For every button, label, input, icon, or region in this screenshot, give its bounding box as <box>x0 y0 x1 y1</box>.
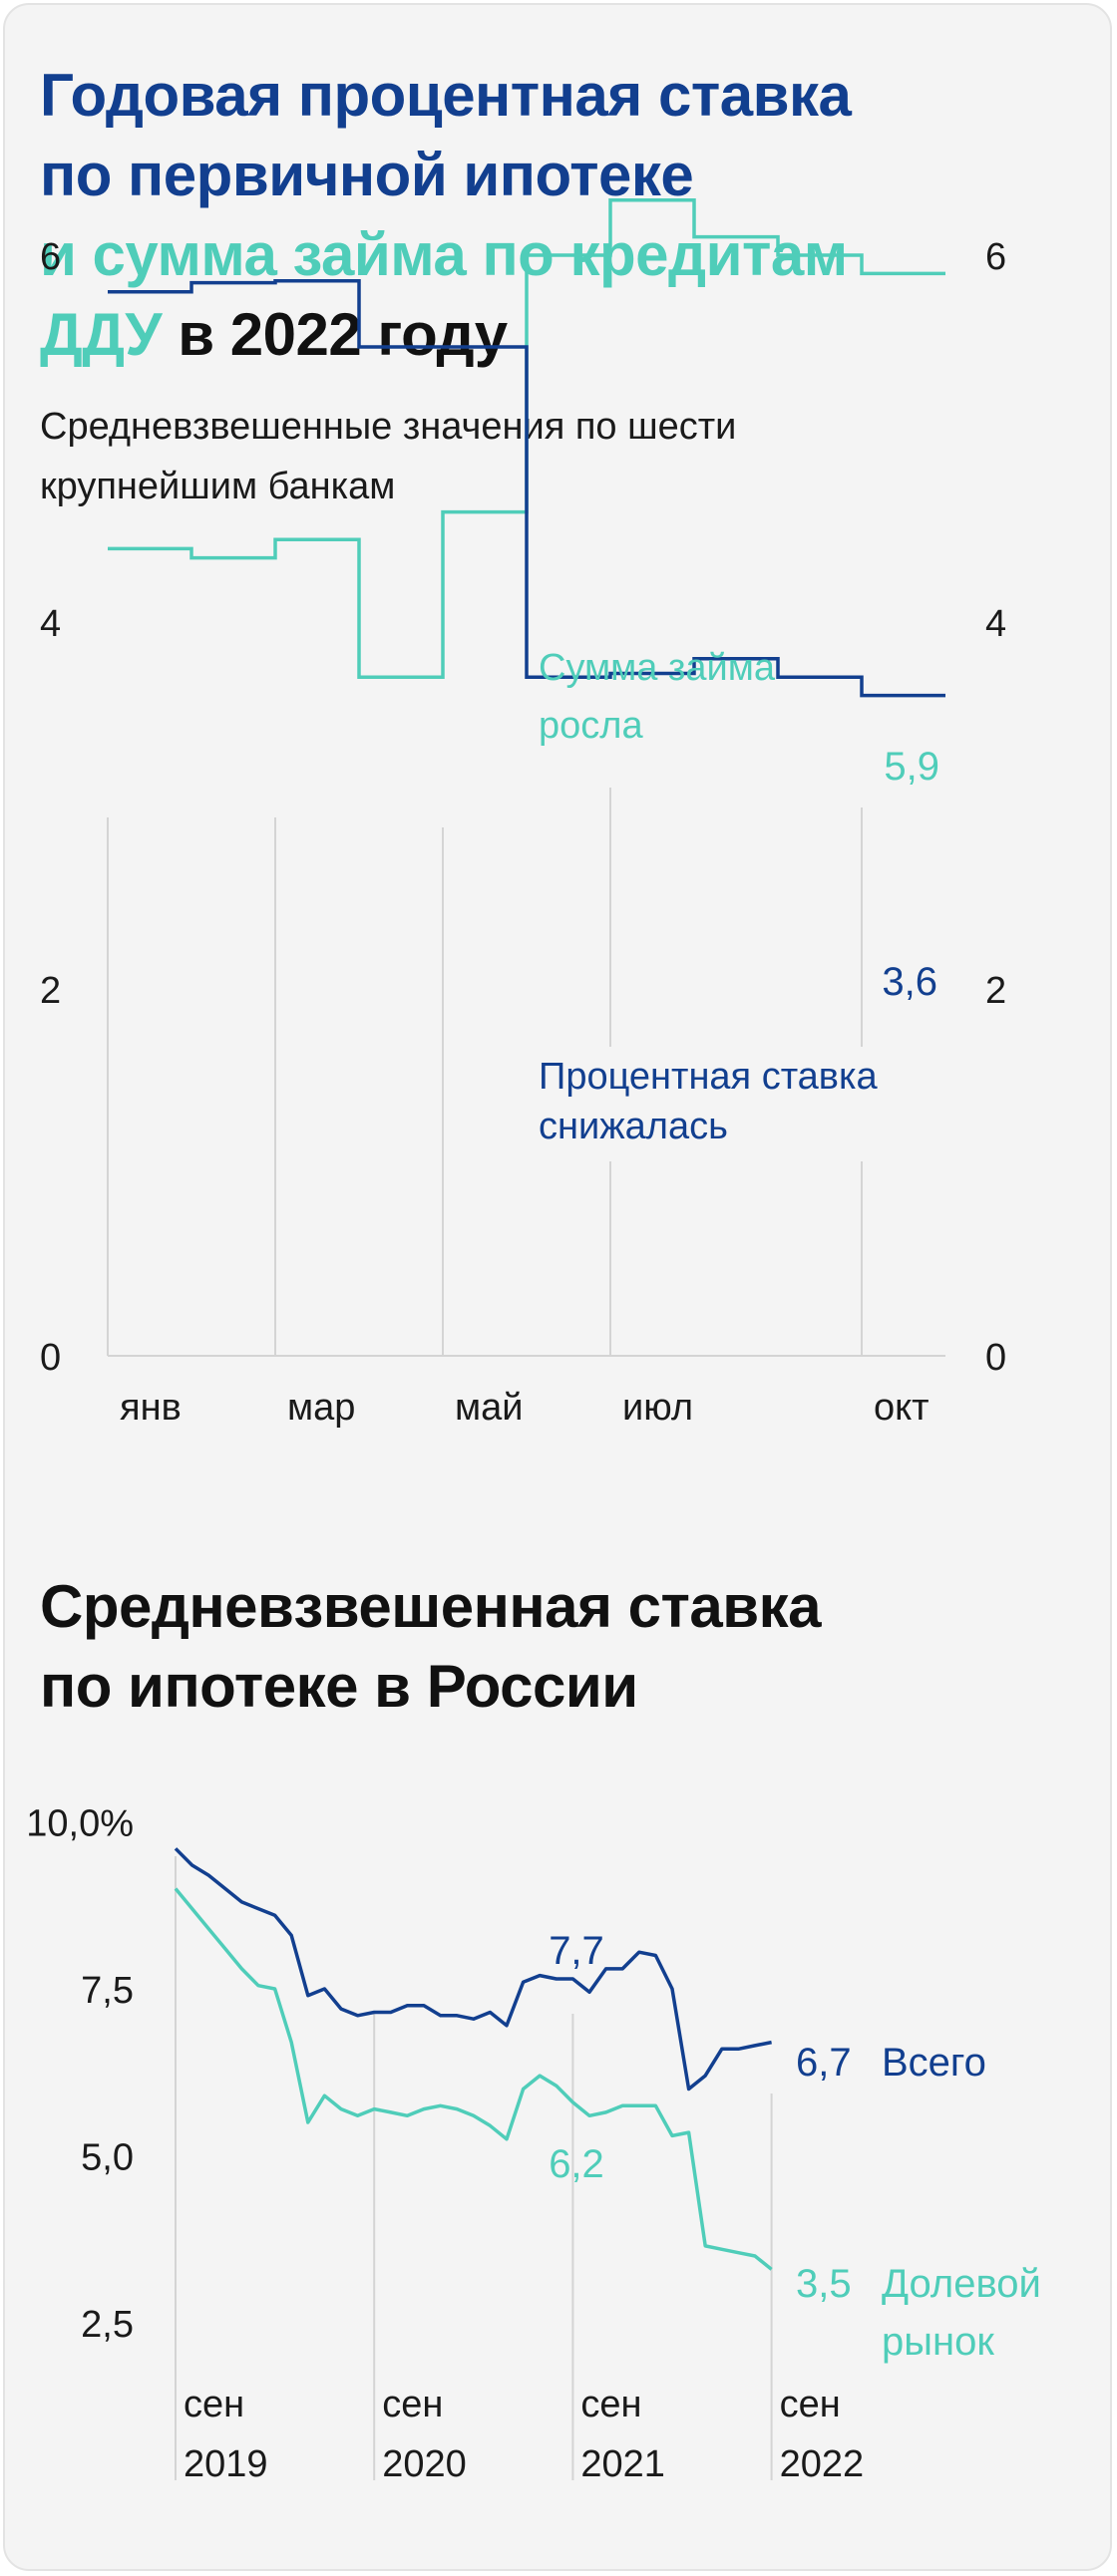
interest-rate-end-label: 3,6 <box>882 960 937 1004</box>
chart1-y-right-tick: 4 <box>985 603 1006 645</box>
chart2-x-tick-year: 2019 <box>184 2443 268 2485</box>
chart2-x-tick-year: 2021 <box>580 2443 665 2485</box>
title-line-1: Годовая процентная ставка <box>40 62 852 129</box>
chart2-title: Средневзвешенная ставка по ипотеке в Рос… <box>40 1567 1097 1727</box>
chart1-y-left-tick: 4 <box>40 603 61 645</box>
chart1-x-tick: мар <box>287 1387 355 1429</box>
chart1-x-tick: окт <box>874 1387 930 1429</box>
total-end-value: 6,7 <box>796 2041 852 2085</box>
chart1-x-tick: май <box>455 1387 524 1429</box>
loan-amount-end-label: 5,9 <box>884 745 939 789</box>
interest-rate-annotation: Процентная ставка <box>539 1056 878 1098</box>
title-line-4-rest: в 2022 году <box>162 301 508 368</box>
chart1-y-left-tick: 0 <box>40 1337 61 1379</box>
title-line-4-teal: ДДУ <box>40 301 163 368</box>
chart2-x-tick-year: 2020 <box>382 2443 467 2485</box>
shared-rate-peak-label: 6,2 <box>549 2142 604 2186</box>
subtitle-line-1: Средневзвешенные значения по шести <box>40 406 737 448</box>
chart1-subtitle: Средневзвешенные значения по шести крупн… <box>40 397 1037 516</box>
chart1-x-tick: июл <box>622 1387 693 1429</box>
chart2-y-tick: 5,0 <box>81 2137 134 2179</box>
shared-series-name: рынок <box>882 2320 994 2364</box>
chart1-y-right-tick: 0 <box>985 1337 1006 1379</box>
chart1-x-tick: янв <box>120 1387 182 1429</box>
total-rate-series-line <box>174 1847 772 2092</box>
loan-amount-annotation: росла <box>539 705 643 747</box>
chart2-x-tick-year: 2022 <box>780 2443 865 2485</box>
shared-construction-series-line <box>174 1887 773 2271</box>
chart1-y-right-tick: 2 <box>985 970 1006 1012</box>
chart2-x-tick-month: сен <box>382 2384 443 2425</box>
shared-series-name: Долевой <box>882 2262 1041 2306</box>
total-rate-peak-label: 7,7 <box>549 1929 604 1973</box>
chart2-x-tick-month: сен <box>580 2384 641 2425</box>
subtitle-line-2: крупнейшим банкам <box>40 466 396 507</box>
title-line-2: по первичной ипотеке <box>40 142 694 208</box>
chart2-x-tick-month: сен <box>780 2384 841 2425</box>
total-series-name: Всего <box>882 2041 986 2085</box>
chart2-y-tick: 2,5 <box>81 2304 134 2346</box>
chart1-y-left-tick: 2 <box>40 970 61 1012</box>
chart1-title: Годовая процентная ставка по первичной и… <box>40 56 1097 375</box>
chart1-y-right-tick: 6 <box>985 236 1006 278</box>
chart2-y-tick: 10,0% <box>26 1803 134 1845</box>
infographic-card <box>3 3 1112 2571</box>
chart2-title-line-2: по ипотеке в России <box>40 1653 638 1720</box>
title-line-3: и сумма займа по кредитам <box>40 221 848 288</box>
chart1-y-left-tick: 6 <box>40 236 61 278</box>
interest-rate-annotation: снижалась <box>539 1106 728 1147</box>
chart2-title-line-1: Средневзвешенная ставка <box>40 1573 822 1640</box>
loan-amount-annotation: Сумма займа <box>539 647 776 689</box>
shared-end-value: 3,5 <box>796 2262 852 2306</box>
chart2-y-tick: 7,5 <box>81 1970 134 2012</box>
interest-rate-series-line <box>108 279 945 698</box>
chart2-x-tick-month: сен <box>184 2384 244 2425</box>
